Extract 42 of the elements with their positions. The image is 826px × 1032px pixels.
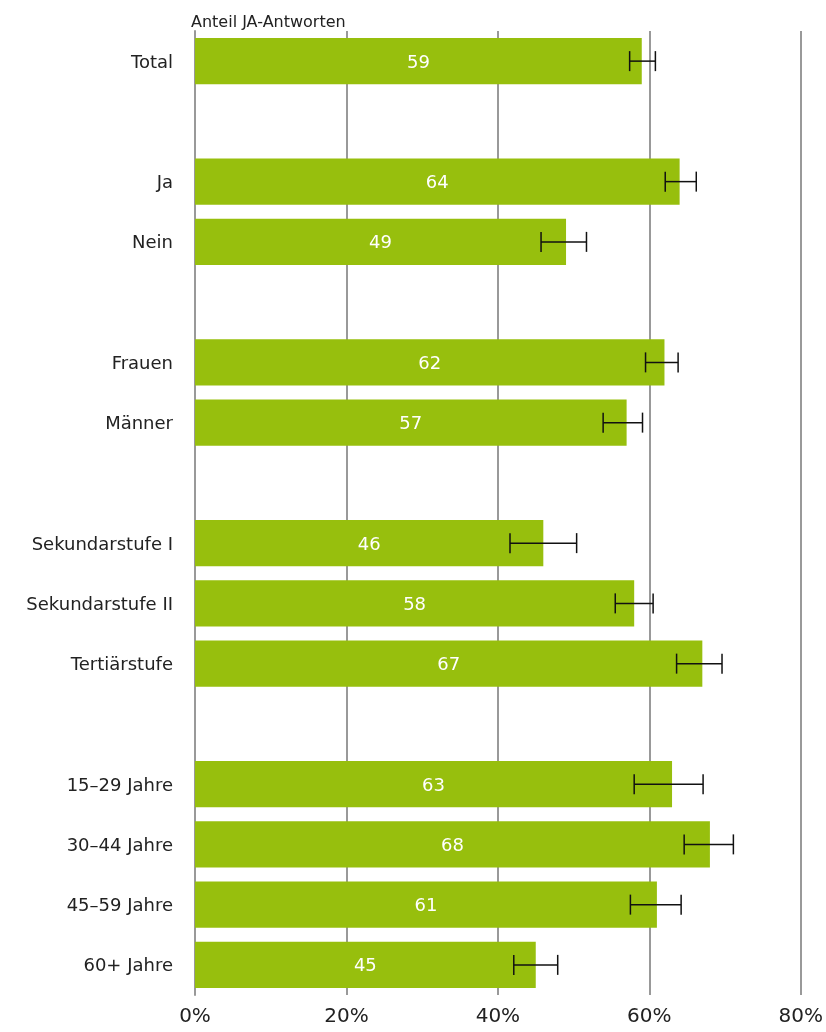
bar	[195, 881, 657, 928]
bar	[195, 640, 703, 687]
bar	[195, 218, 567, 266]
data-label: 62	[418, 351, 442, 373]
y-tick-label: 45–59 Jahre	[66, 894, 173, 916]
x-tick-label: 80%	[778, 1003, 823, 1027]
x-tick-label: 40%	[475, 1003, 521, 1027]
data-label: 68	[441, 833, 464, 855]
y-tick-label: Frauen	[111, 351, 173, 373]
bar	[195, 399, 627, 446]
x-tick-label: 60%	[627, 1003, 672, 1027]
bar	[195, 37, 642, 85]
data-label: 45	[353, 954, 377, 976]
x-tick-label: 20%	[324, 1003, 369, 1027]
bar	[195, 339, 665, 386]
x-tick-label: 0%	[179, 1003, 211, 1027]
y-tick-label: Sekundarstufe II	[26, 592, 173, 614]
data-label: 57	[399, 412, 423, 434]
chart-title: Anteil JA-Antworten	[191, 11, 346, 31]
y-tick-label: Tertiärstufe	[69, 653, 173, 675]
y-tick-label: 30–44 Jahre	[66, 833, 173, 855]
y-tick-label: Nein	[132, 231, 173, 253]
y-tick-label: Total	[129, 50, 173, 72]
y-tick-label: Sekundarstufe I	[31, 532, 173, 554]
data-label: 63	[422, 773, 445, 795]
data-label: 61	[414, 894, 438, 916]
bar	[195, 580, 635, 627]
data-label: 49	[369, 231, 392, 253]
data-label: 64	[425, 171, 449, 193]
y-tick-label: Ja	[155, 171, 173, 193]
bar	[195, 821, 710, 868]
data-label: 46	[357, 532, 381, 554]
data-label: 58	[403, 592, 427, 614]
y-tick-label: Männer	[105, 412, 174, 434]
bar	[195, 519, 544, 567]
bar	[195, 158, 680, 205]
bar	[195, 760, 673, 808]
y-tick-label: 60+ Jahre	[83, 954, 173, 976]
y-tick-label: 15–29 Jahre	[66, 773, 173, 795]
bar	[195, 941, 536, 989]
data-label: 67	[437, 653, 461, 675]
data-label: 59	[406, 50, 430, 72]
